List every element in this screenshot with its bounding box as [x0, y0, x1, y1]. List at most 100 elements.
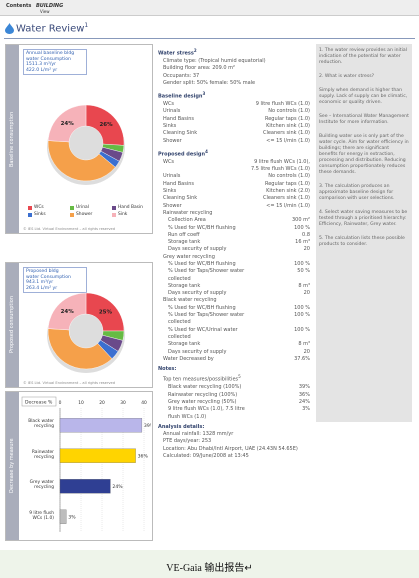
row-value: Kitchen sink (1.0) [266, 122, 310, 129]
detail-row: Sinks Kitchen sink (2.0) [163, 188, 310, 195]
row-value: 20 [303, 246, 310, 253]
view-item[interactable]: View [40, 9, 50, 14]
row-label: Run off coeff [168, 231, 200, 238]
row-value: 0.8 [302, 231, 310, 238]
bar-value-label: 3% [68, 514, 76, 520]
detail-line: PTE days/year: 253 [163, 438, 212, 445]
bar-label-box [21, 396, 57, 407]
row-label: Grey water recycling (50%) [168, 398, 237, 405]
row-value: 36% [298, 391, 310, 398]
detail-row: Shower <= 15 l/min (1.0) [163, 138, 310, 145]
detail-row: % Used for Taps/Shower water collected 50… [168, 268, 310, 283]
note: Simply when demand is higher than supply… [319, 88, 408, 105]
heading-text: Rainwater recycling [163, 209, 213, 216]
section-heading: Analysis details: [158, 424, 310, 431]
section-heading: Proposed design4 [158, 148, 310, 159]
heading-text: Top ten measures/possibilities [163, 377, 239, 384]
legend-label: Shower [76, 212, 93, 217]
note: 2. What is water stress? [319, 74, 375, 79]
chart: 25% 24% [47, 292, 125, 373]
heading-text: Proposed design [158, 151, 206, 158]
row-label: % Used for WC/BH flushing [168, 260, 236, 267]
row-label: % Used for WC/Urinal water collected [168, 326, 238, 340]
row-label: Hand Basins [163, 115, 195, 122]
chart-panel: Proposed consumption Proposed bldg water C… [5, 262, 153, 388]
row-value: 8 m³ [298, 341, 310, 348]
detail-row: Storage tank 16 m³ [168, 239, 310, 246]
x-axis-title: Decrease % [25, 400, 53, 406]
detail-row: Storage tank 8 m³ [168, 283, 310, 290]
title-note: 1 [84, 22, 89, 29]
legend-label: WCs [34, 205, 44, 210]
detail-row: Rainwater recycling (100%) 36% [168, 392, 310, 399]
row-value: 9 litre flush WCs (1.0), 7.5 litre flush… [250, 158, 310, 173]
row-label: Days security of supply [168, 348, 227, 355]
slice-label: 26% [99, 122, 113, 128]
row-label: Shower [163, 137, 182, 144]
row-value: 50 % [297, 268, 310, 275]
legend-label: Hand Basin [118, 205, 143, 210]
section-heading: Water stress2 [158, 47, 310, 58]
heading-text: Notes: [158, 366, 177, 373]
panel-footer: © IES Ltd. Virtual Environment – all rig… [23, 381, 115, 385]
row-label: Hand Basins [163, 180, 195, 187]
section-heading: Rainwater recycling [163, 210, 310, 217]
row-label: % Used for WC/BH flushing [168, 224, 236, 231]
legend-label: Sinks [34, 212, 46, 217]
info-line: 422.0 L/m² yr [26, 67, 58, 73]
row-label: % Used for WC/BH flushing [168, 304, 236, 311]
section-body: Climate type: (Tropical humid equatorial… [158, 58, 310, 87]
x-tick-label: 20 [99, 400, 105, 406]
row-value: 24% [298, 398, 310, 405]
row-value: Cleaners sink (1.0) [262, 195, 310, 202]
pie-slice [47, 104, 87, 143]
detail-row: % Used for WC/Urinal water collected 100 … [168, 327, 310, 342]
row-label: Days security of supply [168, 290, 227, 297]
page-title: Water Review1 [16, 22, 88, 34]
detail-row: % Used for Taps/Shower water collected 10… [168, 312, 310, 327]
bar-value-label: 39% [144, 423, 151, 429]
row-label: Black water recycling (100%) [168, 384, 242, 391]
bar [59, 448, 136, 463]
row-label: Rainwater recycling (100%) [168, 391, 238, 398]
row-value: 100 % [294, 224, 310, 231]
row-value: 100 % [294, 312, 310, 319]
toolbar: Contents BUILDING View [0, 0, 419, 16]
row-value: 20 [303, 290, 310, 297]
legend-swatch [112, 212, 116, 217]
detail-line: Calculated: 09/June/2008 at 13:45 [163, 453, 249, 460]
chart: 26% 24% [47, 104, 125, 185]
panel-side-label: Baseline consumption [9, 111, 15, 167]
legend-label: Urinal [76, 205, 89, 210]
row-label: Cleaning Sink [163, 195, 198, 202]
heading-text: Analysis details: [158, 423, 205, 430]
pie-slice [47, 140, 116, 182]
panel-strip: Proposed consumption [6, 263, 19, 387]
detail-row: Storage tank 8 m³ [168, 341, 310, 348]
x-tick-label: 0 [59, 400, 62, 406]
detail-row: Water Decreased by 37.6% [163, 356, 310, 363]
info-line: 1511.3 m³/yr [26, 62, 57, 68]
detail-row: Urinals No controls (1.0) [163, 108, 310, 115]
building-item[interactable]: BUILDING [36, 3, 64, 9]
legend-item: Hand Basin [112, 205, 143, 210]
legend-swatch [70, 205, 74, 210]
row-group: % Used for WC/BH flushing 100 %% Used for… [163, 305, 310, 356]
info-line: Annual baseline bldg [26, 51, 75, 56]
category-label: 9 litre flush WCs (1.0) [29, 510, 54, 521]
row-value: 37.6% [294, 355, 310, 362]
notes-column: 1. The water review provides an initial … [316, 44, 412, 422]
row-value: <= 15 l/min (1.0) [266, 137, 310, 144]
heading-text: Black water recycling [163, 297, 217, 304]
detail-row: Black water recycling (100%) 39% [168, 384, 310, 391]
menu-item[interactable]: Contents [6, 3, 32, 9]
row-label: 9 litre flush WCs (1.0), 7.5 litre flush… [168, 406, 245, 420]
detail-row: 9 litre flush WCs (1.0), 7.5 litre flush… [168, 406, 310, 421]
row-label: % Used for Taps/Shower water collected [168, 268, 245, 282]
caption: VE-Gaia 输出报告↵ [166, 563, 253, 574]
legend-item: Sinks [28, 212, 46, 217]
detail-row: % Used for WC/BH flushing 100 % [168, 225, 310, 232]
detail-row: Grey water recycling (50%) 24% [168, 399, 310, 406]
detail-line: Annual rainfall: 1328 mm/yr [163, 431, 234, 438]
